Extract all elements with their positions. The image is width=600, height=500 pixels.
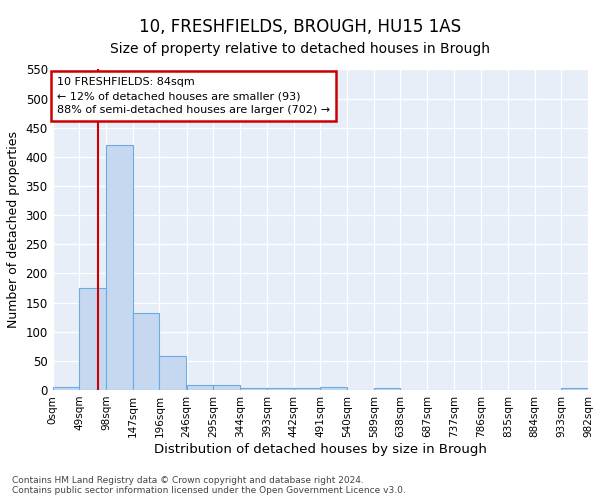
Bar bbox=[106, 145, 133, 390]
Bar bbox=[214, 386, 240, 390]
Y-axis label: Number of detached properties: Number of detached properties bbox=[7, 131, 20, 328]
Bar bbox=[187, 386, 214, 390]
Bar bbox=[53, 387, 79, 390]
Text: 10, FRESHFIELDS, BROUGH, HU15 1AS: 10, FRESHFIELDS, BROUGH, HU15 1AS bbox=[139, 18, 461, 36]
Bar bbox=[374, 388, 400, 390]
Bar bbox=[562, 388, 588, 390]
X-axis label: Distribution of detached houses by size in Brough: Distribution of detached houses by size … bbox=[154, 442, 487, 456]
Bar bbox=[320, 387, 347, 390]
Bar bbox=[160, 356, 186, 390]
Bar bbox=[293, 388, 320, 390]
Bar bbox=[79, 288, 106, 390]
Text: Contains HM Land Registry data © Crown copyright and database right 2024.
Contai: Contains HM Land Registry data © Crown c… bbox=[12, 476, 406, 495]
Bar bbox=[267, 388, 293, 390]
Text: 10 FRESHFIELDS: 84sqm
← 12% of detached houses are smaller (93)
88% of semi-deta: 10 FRESHFIELDS: 84sqm ← 12% of detached … bbox=[57, 77, 330, 115]
Bar bbox=[240, 388, 267, 390]
Bar bbox=[133, 313, 160, 390]
Text: Size of property relative to detached houses in Brough: Size of property relative to detached ho… bbox=[110, 42, 490, 56]
